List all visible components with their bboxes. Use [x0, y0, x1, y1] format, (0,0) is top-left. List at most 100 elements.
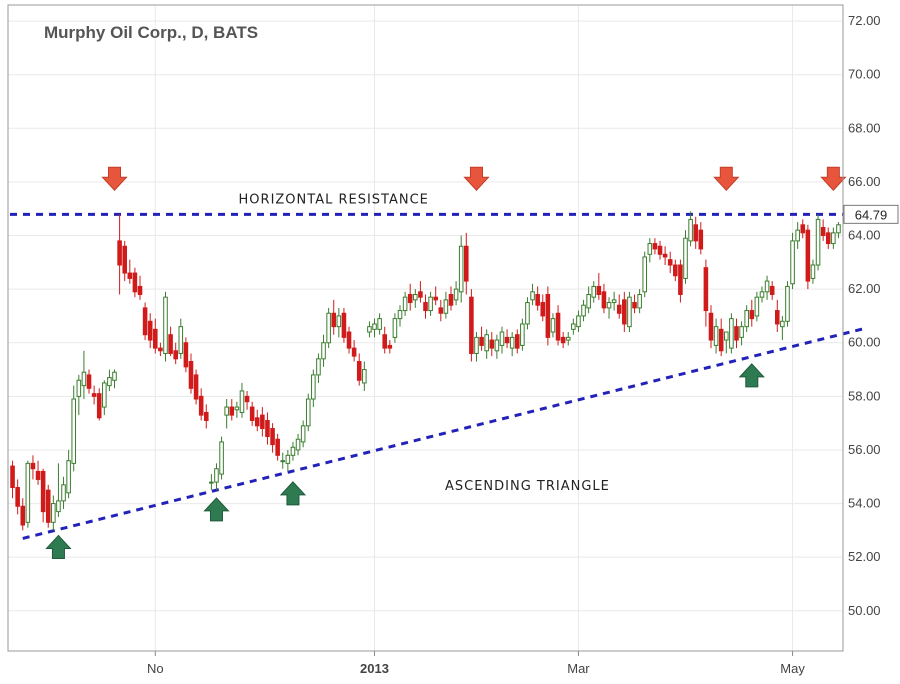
- candle: [45, 484, 51, 528]
- candle-body: [479, 336, 484, 346]
- candle-body: [413, 293, 418, 301]
- candle: [203, 404, 209, 429]
- candle-body: [683, 237, 688, 279]
- candle: [504, 329, 510, 349]
- candle-body: [214, 468, 219, 483]
- candle-body: [147, 320, 153, 341]
- candle: [647, 238, 653, 263]
- candle-body: [280, 460, 286, 463]
- candle: [759, 286, 765, 303]
- candle-body: [51, 503, 56, 523]
- candle-body: [632, 302, 637, 309]
- candle-body: [815, 218, 821, 266]
- candle-body: [331, 312, 337, 328]
- candle-body: [565, 336, 571, 341]
- candle: [336, 307, 342, 338]
- candle: [494, 334, 500, 359]
- candle-body: [96, 393, 102, 419]
- candle: [571, 318, 576, 335]
- x-tick-label: May: [780, 661, 805, 676]
- candle-body: [285, 454, 291, 464]
- candle-body: [10, 465, 15, 488]
- candle: [30, 455, 36, 480]
- candle-body: [418, 291, 423, 298]
- y-tick-label: 66.00: [848, 174, 881, 189]
- y-tick-label: 50.00: [848, 603, 881, 618]
- trend-lines: [10, 212, 867, 540]
- arrow-down-marker: [713, 166, 740, 191]
- candle: [805, 224, 811, 290]
- candle-body: [107, 377, 112, 387]
- candle-body: [606, 302, 612, 309]
- candle-body: [555, 312, 561, 341]
- candle-body: [351, 347, 357, 357]
- candle-body: [86, 374, 92, 389]
- candle: [81, 350, 87, 400]
- candle-body: [790, 240, 795, 285]
- candle-body: [382, 334, 387, 349]
- candle: [423, 294, 428, 319]
- candle: [831, 227, 836, 249]
- candle: [367, 321, 372, 338]
- candle: [224, 399, 229, 429]
- candle: [443, 291, 449, 319]
- candle: [326, 307, 331, 349]
- x-tick-label: No: [147, 661, 164, 676]
- candle: [142, 302, 148, 341]
- candle: [356, 353, 362, 386]
- candle: [418, 281, 423, 303]
- candle: [637, 289, 642, 314]
- candle-body: [754, 296, 760, 317]
- candle: [20, 498, 26, 531]
- candle: [433, 286, 438, 306]
- candle-body: [45, 489, 51, 523]
- candle: [127, 259, 133, 284]
- candle: [479, 326, 484, 351]
- candle-body: [514, 334, 520, 349]
- candle: [198, 388, 204, 421]
- candle: [499, 326, 505, 354]
- candle-body: [61, 484, 66, 502]
- candle: [540, 294, 546, 322]
- candle: [774, 299, 780, 333]
- candle-body: [270, 428, 275, 446]
- axes: 50.00 52.00 54.00 56.00 58.00 60.00 62.00 64.00…: [7, 4, 899, 676]
- candle-body: [346, 331, 352, 349]
- last-price-label: 64.79: [855, 207, 888, 222]
- candle-body: [550, 318, 556, 333]
- candle-body: [713, 326, 719, 346]
- candle-body: [744, 310, 749, 328]
- candle-body: [810, 264, 816, 279]
- candle: [673, 259, 678, 282]
- candle: [698, 222, 704, 255]
- candle: [489, 332, 495, 357]
- candle-body: [56, 500, 61, 513]
- candle: [627, 291, 632, 333]
- candle: [300, 420, 306, 448]
- candle-body: [545, 293, 551, 338]
- candle-body: [173, 350, 178, 360]
- candle-body: [244, 395, 250, 403]
- candle-body: [739, 326, 744, 338]
- candle: [377, 313, 382, 335]
- candle: [780, 315, 785, 341]
- candle-body: [203, 411, 209, 421]
- candle-body: [377, 318, 382, 330]
- candle: [769, 281, 775, 300]
- candle-body: [137, 285, 143, 295]
- candle-body: [667, 259, 673, 266]
- candle: [234, 401, 240, 418]
- candle: [137, 275, 143, 300]
- candle: [785, 281, 790, 327]
- candle: [331, 299, 337, 335]
- candle-body: [428, 296, 433, 312]
- candle: [321, 334, 326, 367]
- candle-body: [102, 382, 107, 408]
- candle-body: [300, 425, 306, 443]
- candle-body: [469, 296, 474, 354]
- candle-body: [265, 419, 270, 438]
- candle: [76, 374, 82, 416]
- candle-body: [387, 344, 393, 349]
- candle: [657, 240, 663, 260]
- candle: [810, 259, 816, 284]
